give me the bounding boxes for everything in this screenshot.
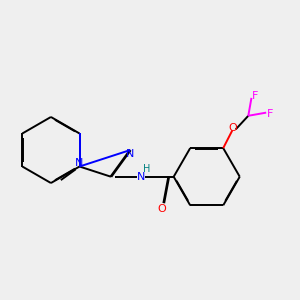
Text: N: N [126, 149, 134, 159]
Text: N: N [136, 172, 145, 182]
Text: O: O [158, 204, 167, 214]
Text: F: F [252, 91, 259, 101]
Text: H: H [143, 164, 150, 175]
Text: F: F [267, 109, 273, 119]
Text: O: O [229, 123, 238, 133]
Text: N: N [75, 158, 84, 167]
